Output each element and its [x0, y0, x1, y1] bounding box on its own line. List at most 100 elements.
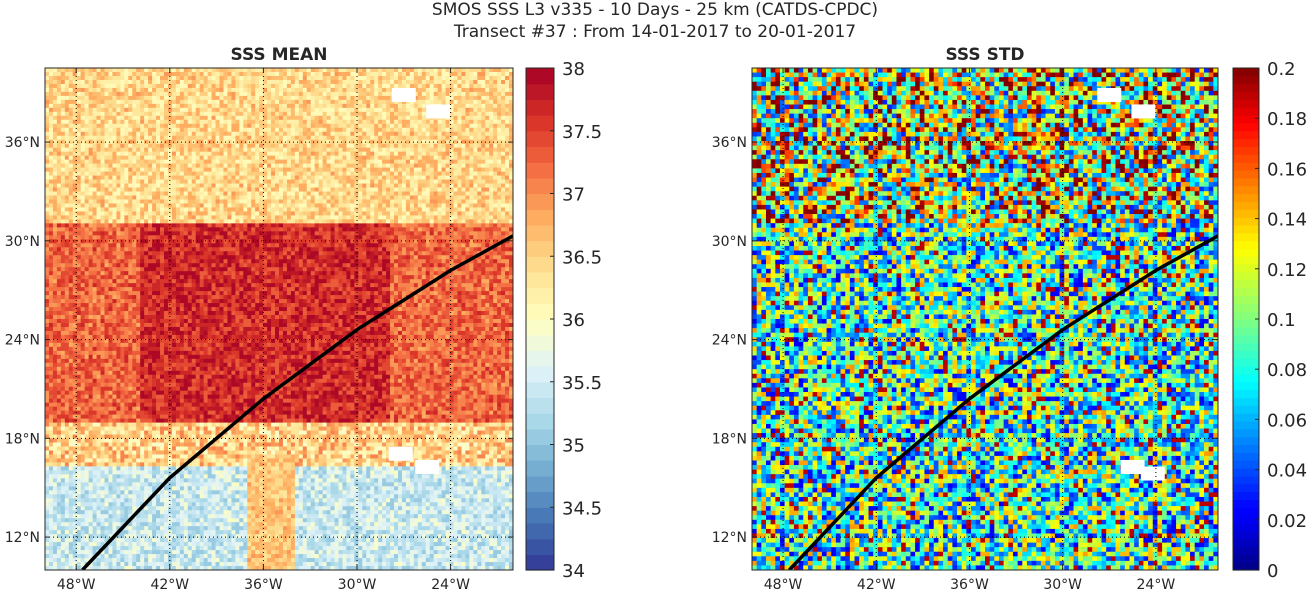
heatmap-cell — [235, 184, 240, 189]
heatmap-cell — [434, 148, 439, 153]
heatmap-cell — [255, 104, 260, 109]
heatmap-cell — [382, 172, 387, 177]
heatmap-cell — [457, 195, 462, 200]
heatmap-cell — [493, 72, 498, 77]
heatmap-cell — [346, 223, 351, 228]
heatmap-cell — [283, 195, 288, 200]
heatmap-cell — [362, 136, 367, 141]
heatmap-cell — [386, 203, 391, 208]
heatmap-cell — [358, 136, 363, 141]
heatmap-cell — [457, 92, 462, 97]
heatmap-cell — [89, 124, 94, 129]
heatmap-cell — [342, 215, 347, 220]
heatmap-cell — [220, 172, 225, 177]
heatmap-cell — [45, 172, 50, 177]
heatmap-cell — [97, 207, 102, 212]
heatmap-cell — [227, 164, 232, 169]
heatmap-cell — [231, 152, 236, 157]
heatmap-cell — [65, 68, 70, 73]
heatmap-cell — [81, 168, 86, 173]
heatmap-cell — [255, 160, 260, 165]
heatmap-cell — [410, 215, 415, 220]
heatmap-cell — [338, 188, 343, 193]
heatmap-cell — [160, 100, 165, 105]
heatmap-cell — [370, 203, 375, 208]
heatmap-cell — [85, 192, 90, 197]
heatmap-cell — [251, 219, 256, 224]
heatmap-cell — [81, 104, 86, 109]
heatmap-cell — [200, 112, 205, 117]
heatmap-cell — [108, 120, 113, 125]
heatmap-cell — [49, 223, 54, 228]
heatmap-cell — [223, 104, 228, 109]
heatmap-cell — [164, 192, 169, 197]
heatmap-cell — [89, 96, 94, 101]
heatmap-cell — [176, 72, 181, 77]
heatmap-cell — [295, 227, 300, 232]
heatmap-cell — [485, 156, 490, 161]
heatmap-cell — [370, 172, 375, 177]
heatmap-cell — [477, 207, 482, 212]
heatmap-cell — [97, 120, 102, 125]
heatmap-cell — [378, 160, 383, 165]
heatmap-cell — [473, 112, 478, 117]
heatmap-cell — [362, 156, 367, 161]
heatmap-cell — [331, 207, 336, 212]
heatmap-cell — [220, 164, 225, 169]
heatmap-cell — [505, 223, 510, 228]
heatmap-cell — [208, 132, 213, 137]
heatmap-cell — [430, 80, 435, 85]
heatmap-cell — [335, 164, 340, 169]
heatmap-cell — [85, 112, 90, 117]
heatmap-cell — [331, 148, 336, 153]
heatmap-cell — [57, 227, 62, 232]
heatmap-cell — [382, 100, 387, 105]
heatmap-cell — [49, 215, 54, 220]
heatmap-cell — [386, 72, 391, 77]
heatmap-cell — [295, 84, 300, 89]
heatmap-cell — [156, 100, 161, 105]
heatmap-cell — [394, 180, 399, 185]
heatmap-cell — [438, 195, 443, 200]
heatmap-cell — [112, 199, 117, 204]
heatmap-cell — [156, 207, 161, 212]
heatmap-cell — [465, 207, 470, 212]
heatmap-cell — [188, 172, 193, 177]
heatmap-cell — [283, 172, 288, 177]
heatmap-cell — [180, 223, 185, 228]
heatmap-cell — [172, 104, 177, 109]
heatmap-cell — [216, 136, 221, 141]
heatmap-cell — [283, 108, 288, 113]
heatmap-cell — [164, 92, 169, 97]
heatmap-cell — [220, 192, 225, 197]
heatmap-cell — [49, 112, 54, 117]
heatmap-cell — [335, 104, 340, 109]
heatmap-cell — [108, 80, 113, 85]
heatmap-cell — [148, 215, 153, 220]
heatmap-cell — [124, 235, 129, 240]
heatmap-cell — [220, 207, 225, 212]
heatmap-cell — [61, 152, 66, 157]
heatmap-cell — [65, 96, 70, 101]
heatmap-cell — [485, 144, 490, 149]
heatmap-cell — [180, 231, 185, 236]
heatmap-cell — [231, 195, 236, 200]
heatmap-cell — [505, 72, 510, 77]
heatmap-cell — [128, 168, 133, 173]
heatmap-cell — [422, 132, 427, 137]
heatmap-cell — [204, 152, 209, 157]
heatmap-cell — [303, 144, 308, 149]
heatmap-cell — [53, 207, 58, 212]
heatmap-cell — [192, 68, 197, 73]
heatmap-cell — [461, 100, 466, 105]
heatmap-cell — [418, 152, 423, 157]
heatmap-cell — [469, 203, 474, 208]
heatmap-cell — [505, 203, 510, 208]
heatmap-cell — [49, 84, 54, 89]
heatmap-cell — [414, 195, 419, 200]
heatmap-cell — [442, 203, 447, 208]
heatmap-cell — [152, 136, 157, 141]
heatmap-cell — [378, 96, 383, 101]
heatmap-cell — [422, 168, 427, 173]
heatmap-cell — [283, 96, 288, 101]
